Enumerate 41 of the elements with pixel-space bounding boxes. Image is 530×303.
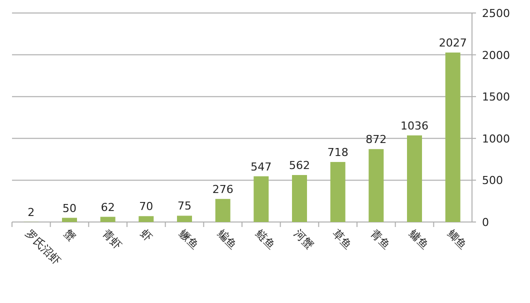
- data-label: 718: [327, 146, 348, 159]
- data-label: 547: [250, 160, 272, 174]
- y-tick-label: 1500: [482, 90, 510, 104]
- bar: [254, 176, 269, 222]
- bar: [445, 52, 460, 222]
- bar: [215, 198, 230, 222]
- x-tick-label: 蟹: [61, 226, 78, 244]
- data-label: 2: [28, 206, 35, 219]
- x-tick-label: 罗氏沼虾: [23, 226, 64, 268]
- data-label: 2027: [438, 36, 467, 50]
- y-tick-label: 500: [482, 174, 503, 188]
- x-tick-label: 河蟹: [291, 226, 316, 252]
- x-tick-label: 鳊鱼: [214, 226, 240, 252]
- bar: [62, 218, 77, 222]
- x-tick-label: 鲢鱼: [253, 226, 278, 252]
- data-label: 562: [289, 159, 310, 172]
- y-tick-label: 2500: [482, 7, 510, 20]
- bar: [292, 175, 307, 222]
- bar: [100, 216, 116, 222]
- data-label: 276: [212, 182, 234, 196]
- x-tick-label: 青鱼: [368, 226, 393, 252]
- data-label: 1036: [400, 119, 428, 132]
- data-label: 75: [178, 200, 192, 213]
- data-label: 62: [100, 200, 115, 214]
- x-tick-label: 草鱼: [330, 226, 354, 252]
- bar: [368, 149, 384, 222]
- bar: [177, 216, 192, 222]
- x-tick-label: 鳙鱼: [406, 226, 432, 252]
- x-tick-label: 虾: [138, 226, 156, 244]
- bar: [330, 162, 346, 222]
- x-tick-label: 青虾: [100, 226, 124, 252]
- y-tick-label: 1000: [482, 132, 510, 146]
- y-tick-label: 0: [482, 216, 489, 229]
- x-tick-label: 鲫鱼: [444, 226, 470, 252]
- y-tick-label: 2000: [482, 48, 510, 62]
- data-label: 50: [62, 202, 76, 215]
- x-tick-label: 鳜鱼: [176, 226, 202, 252]
- bar: [138, 216, 154, 222]
- data-label: 70: [139, 200, 154, 214]
- data-label: 872: [366, 133, 387, 146]
- bar: [407, 135, 422, 222]
